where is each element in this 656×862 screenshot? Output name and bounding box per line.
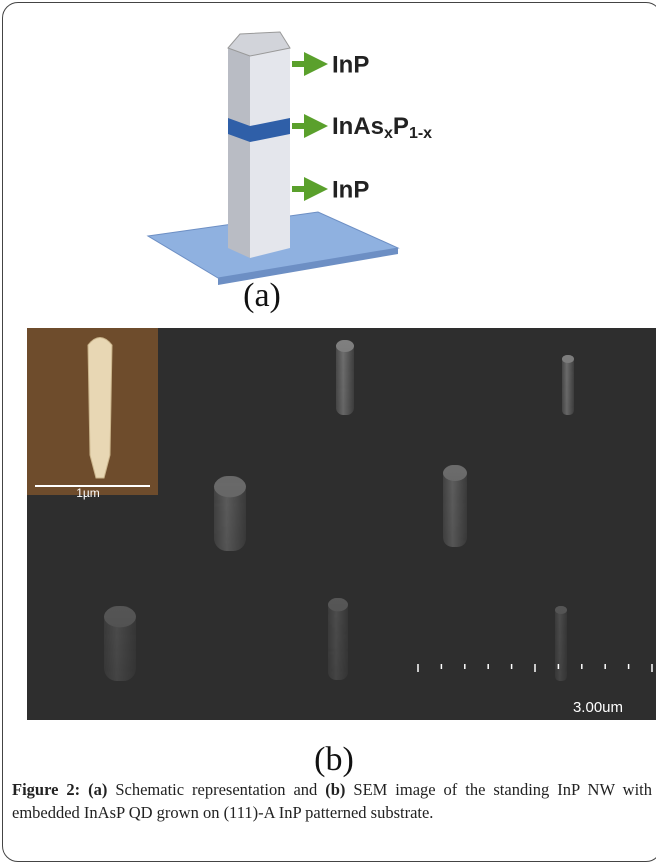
- nanowire-top: [555, 606, 567, 614]
- wire-face: [228, 48, 250, 258]
- caption-label: Figure 2:: [12, 780, 80, 799]
- label-part: InAs: [332, 113, 384, 140]
- subscript: 1-x: [409, 125, 432, 142]
- nanowire-top: [562, 355, 574, 363]
- nanowire: [562, 355, 574, 415]
- nanowire-top: [104, 606, 136, 627]
- inset-scale: 1µm: [76, 486, 100, 500]
- label: InP: [332, 176, 369, 203]
- nanowire-top: [336, 340, 354, 352]
- label: InAsxP1-x: [332, 113, 432, 142]
- nanowire: [555, 606, 567, 681]
- wire-face: [250, 48, 290, 258]
- nanowire-top: [328, 598, 348, 611]
- caption: Figure 2: (a) Schematic representation a…: [12, 778, 652, 824]
- caption-text: Schematic representation and: [115, 780, 317, 799]
- nanowire-top: [443, 465, 467, 481]
- scale-label: 3.00um: [573, 699, 623, 716]
- subscript: x: [384, 125, 393, 142]
- label: InP: [332, 51, 369, 78]
- page: {"schematic": {"top_label": "InP", "midd…: [0, 0, 656, 859]
- panel-label: (a): [243, 277, 281, 314]
- inset-wire: [88, 338, 112, 479]
- figure: InP InAsxP1-x InP (a) 1µm 3.00um (b): [0, 0, 656, 859]
- nanowire-top: [214, 476, 246, 497]
- label-part: P: [393, 113, 409, 140]
- panel-label: (b): [314, 741, 354, 778]
- caption-ref: (b): [325, 780, 345, 799]
- caption-ref: (a): [88, 780, 107, 799]
